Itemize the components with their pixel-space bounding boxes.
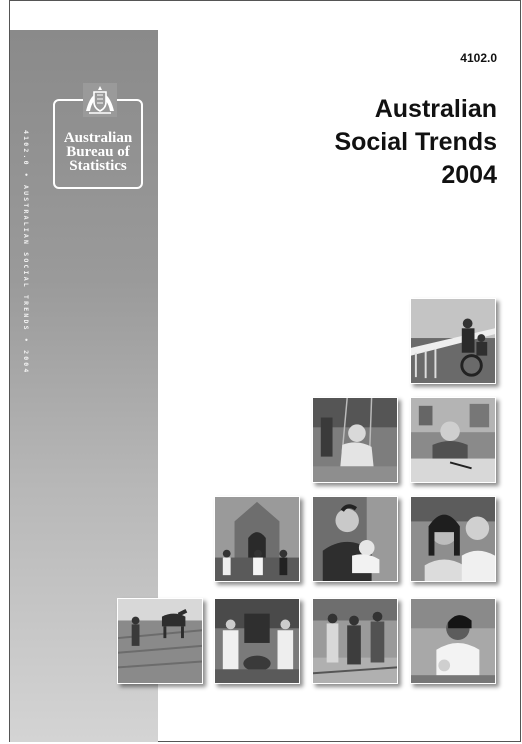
spine-text: 4102.0 • AUSTRALIAN SOCIAL TRENDS • 2004	[22, 130, 30, 375]
catalogue-number: 4102.0	[460, 51, 497, 65]
photo-woman-sewing	[410, 598, 496, 684]
photo-church-wedding	[214, 496, 300, 582]
report-title: Australian Social Trends 2004	[334, 93, 497, 192]
logo-wordmark: Australian Bureau of Statistics	[63, 130, 133, 174]
title-line-2: Social Trends	[334, 128, 497, 156]
photo-smiling-couple	[410, 496, 496, 582]
photo-pier-wheelchair	[410, 298, 496, 384]
photo-father-baby	[312, 496, 398, 582]
photo-boy-swing	[312, 397, 398, 483]
title-line-1: Australian	[374, 95, 497, 123]
photo-nurses	[214, 598, 300, 684]
photo-girl-writing	[410, 397, 496, 483]
photo-three-men	[312, 598, 398, 684]
photo-farmer-horses	[117, 598, 203, 684]
cover-spine-band: 4102.0 • AUSTRALIAN SOCIAL TRENDS • 2004…	[10, 30, 158, 742]
coat-of-arms-icon	[83, 83, 117, 117]
abs-logo: Australian Bureau of Statistics	[53, 83, 143, 189]
title-line-3: 2004	[441, 161, 497, 189]
